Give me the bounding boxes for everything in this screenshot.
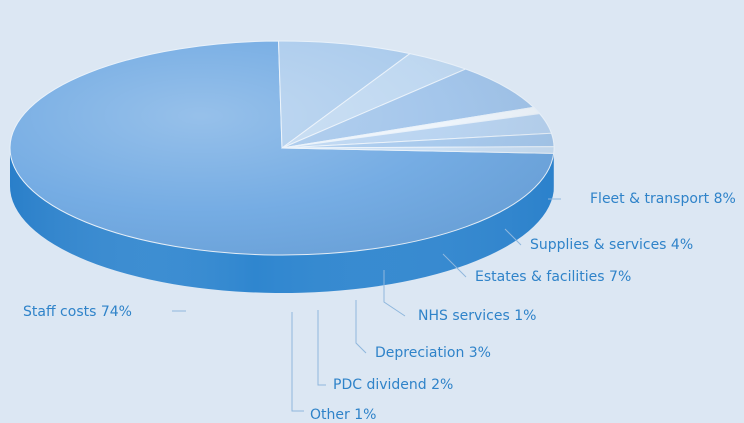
slice-label-group-nhs-services-1: NHS services 1% — [383, 270, 536, 324]
slice-label-estates-facilities-7: Estates & facilities 7% — [475, 269, 631, 285]
pie-side-shading — [10, 148, 554, 293]
slice-label-supplies-services-4: Supplies & services 4% — [530, 237, 693, 253]
pie-top-layer — [9, 40, 555, 256]
leader-line-supplies-services-4 — [504, 228, 522, 246]
slice-label-group-depreciation-3: Depreciation 3% — [355, 300, 491, 361]
slice-label-group-fleet-transport-8: Fleet & transport 8% — [548, 191, 736, 207]
slice-label-other-1: Other 1% — [310, 407, 376, 423]
slice-label-group-estates-facilities-7: Estates & facilities 7% — [442, 253, 631, 285]
leader-line-depreciation-3 — [355, 300, 367, 354]
slice-label-fleet-transport-8: Fleet & transport 8% — [590, 191, 736, 207]
slice-label-group-pdc-dividend-2: PDC dividend 2% — [317, 310, 453, 393]
pie-top-shine — [10, 41, 554, 255]
leader-line-other-1 — [291, 312, 304, 412]
slice-label-nhs-services-1: NHS services 1% — [418, 308, 536, 324]
slice-label-pdc-dividend-2: PDC dividend 2% — [333, 377, 453, 393]
slice-label-group-staff-costs-74: Staff costs 74% — [23, 304, 186, 320]
pie-side-layer — [10, 148, 554, 294]
leader-line-pdc-dividend-2 — [317, 310, 326, 386]
leader-line-estates-facilities-7 — [442, 253, 467, 278]
slice-label-depreciation-3: Depreciation 3% — [375, 345, 491, 361]
slice-label-staff-costs-74: Staff costs 74% — [23, 304, 132, 320]
leader-line-nhs-services-1 — [383, 270, 406, 317]
slice-label-group-other-1: Other 1% — [291, 312, 376, 423]
pie-labels: Staff costs 74% Fleet & transport 8% Suppl… — [23, 191, 736, 423]
slice-label-group-supplies-services-4: Supplies & services 4% — [504, 228, 693, 253]
